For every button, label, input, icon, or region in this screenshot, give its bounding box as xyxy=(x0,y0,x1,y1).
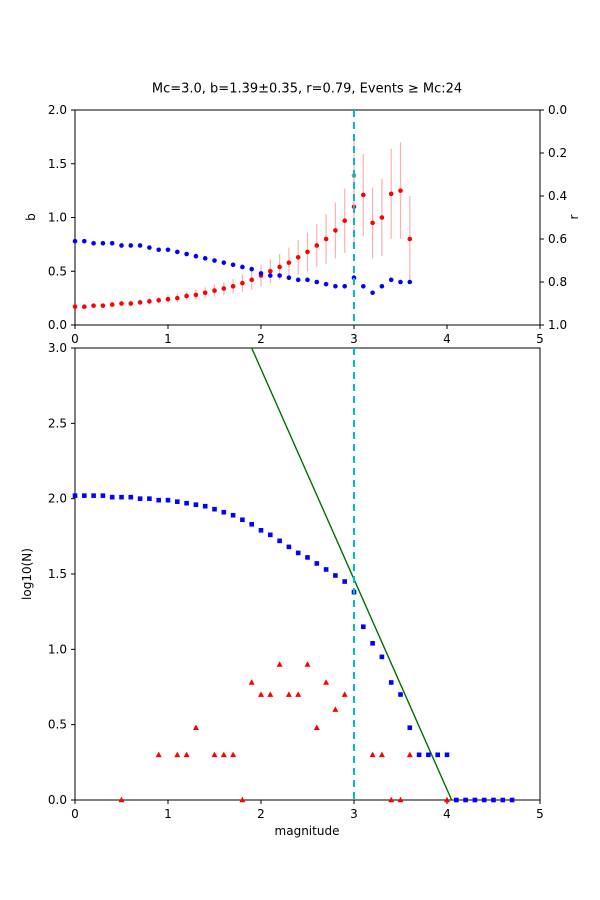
svg-text:5: 5 xyxy=(536,807,544,821)
svg-text:0.0: 0.0 xyxy=(48,318,67,332)
series-cumulative-counts xyxy=(72,493,515,803)
svg-text:1.0: 1.0 xyxy=(48,642,67,656)
svg-text:0: 0 xyxy=(71,807,79,821)
svg-text:4: 4 xyxy=(443,807,451,821)
series-r-value xyxy=(72,238,413,296)
svg-text:0.5: 0.5 xyxy=(48,718,67,732)
series-b-value xyxy=(72,142,413,310)
axes-b-r-vs-cutoff-magnitude: 0 1 2 3 4 5 0.0 0.5 1.0 1.5 2.0 0.0 0.2 0.4 0.6 0.8 1.0 xyxy=(48,103,567,346)
x-axis-label: magnitude xyxy=(274,824,340,838)
svg-text:0.6: 0.6 xyxy=(548,232,567,246)
svg-text:1: 1 xyxy=(164,332,172,346)
svg-text:1.5: 1.5 xyxy=(48,567,67,581)
bottom-y-axis-label: log10(N) xyxy=(20,548,34,600)
svg-text:3: 3 xyxy=(350,332,358,346)
svg-text:2: 2 xyxy=(257,807,265,821)
svg-text:5: 5 xyxy=(536,332,544,346)
axes-frequency-magnitude-distribution: 0 1 2 3 4 5 0.0 0.5 1.0 1.5 2.0 2.5 3.0 xyxy=(48,341,544,821)
chart-title: Mc=3.0, b=1.39±0.35, r=0.79, Events ≥ Mc… xyxy=(151,81,463,97)
svg-text:0.5: 0.5 xyxy=(48,264,67,278)
svg-text:2.5: 2.5 xyxy=(48,416,67,430)
series-gutenberg-richter-fit xyxy=(251,347,453,801)
svg-text:3.0: 3.0 xyxy=(48,341,67,355)
top-right-axis-label: r xyxy=(567,214,581,220)
svg-text:1: 1 xyxy=(164,807,172,821)
svg-text:0: 0 xyxy=(71,332,79,346)
svg-text:0.0: 0.0 xyxy=(548,103,567,117)
svg-text:4: 4 xyxy=(443,332,451,346)
svg-text:0.8: 0.8 xyxy=(548,275,567,289)
svg-text:1.0: 1.0 xyxy=(48,211,67,225)
svg-text:0.4: 0.4 xyxy=(548,189,567,203)
svg-text:1.0: 1.0 xyxy=(548,318,567,332)
svg-text:3: 3 xyxy=(350,807,358,821)
svg-text:2: 2 xyxy=(257,332,265,346)
series-binned-counts xyxy=(118,661,450,803)
top-left-axis-label: b xyxy=(24,213,38,221)
svg-text:2.0: 2.0 xyxy=(48,492,67,506)
svg-text:0.0: 0.0 xyxy=(48,793,67,807)
svg-text:2.0: 2.0 xyxy=(48,103,67,117)
svg-text:1.5: 1.5 xyxy=(48,157,67,171)
svg-text:0.2: 0.2 xyxy=(548,146,567,160)
